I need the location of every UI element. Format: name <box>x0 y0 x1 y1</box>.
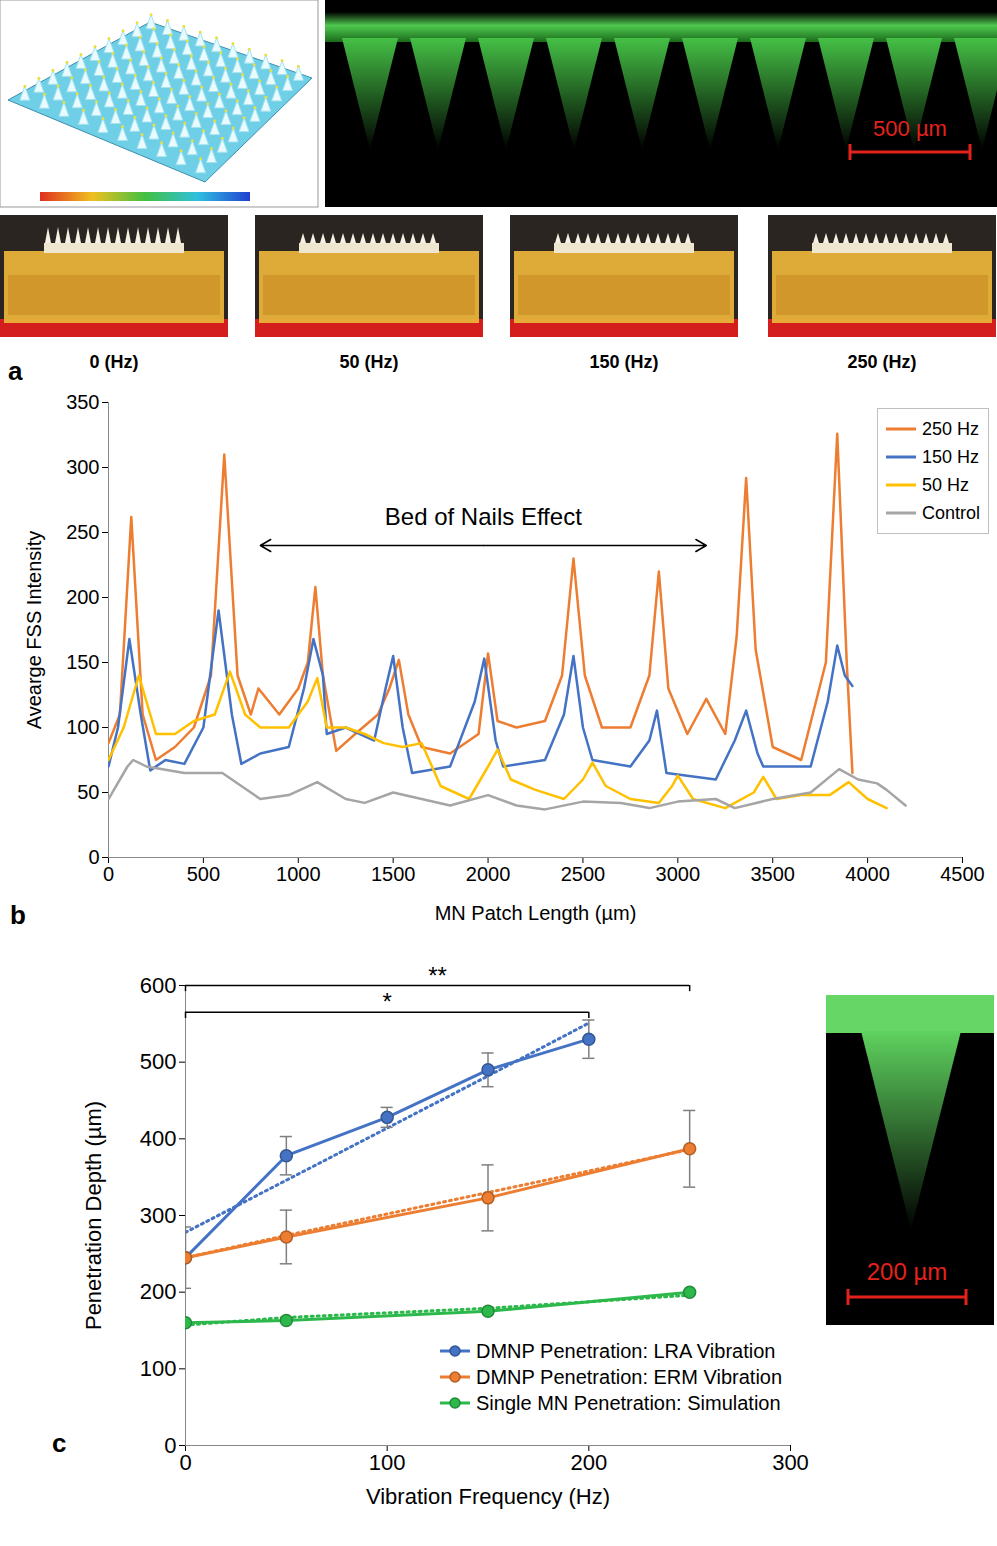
svg-text:3500: 3500 <box>750 863 795 885</box>
svg-text:200: 200 <box>570 1450 607 1475</box>
svg-text:4500: 4500 <box>940 863 985 885</box>
html-text:Control: Control <box>922 502 980 523</box>
svg-text:0: 0 <box>103 863 114 885</box>
svg-text:600: 600 <box>140 973 177 998</box>
svg-text:4000: 4000 <box>845 863 890 885</box>
svg-text:300: 300 <box>66 456 99 478</box>
svg-text:*: * <box>382 988 391 1015</box>
svg-text:200 µm: 200 µm <box>867 1258 948 1285</box>
svg-text:Penetration Depth (µm): Penetration Depth (µm) <box>81 1101 106 1330</box>
svg-text:200: 200 <box>140 1279 177 1304</box>
html-text:250 Hz: 250 Hz <box>922 418 979 439</box>
svg-text:50 (Hz): 50 (Hz) <box>339 352 398 372</box>
svg-text:350: 350 <box>66 391 99 413</box>
svg-text:500: 500 <box>140 1049 177 1074</box>
svg-text:**: ** <box>428 962 447 989</box>
svg-text:500 µm: 500 µm <box>873 116 947 141</box>
html-text:a: a <box>8 356 23 386</box>
svg-text:100: 100 <box>140 1356 177 1381</box>
svg-text:1500: 1500 <box>371 863 416 885</box>
html-text:DMNP Penetration: LRA Vibratio: DMNP Penetration: LRA Vibration <box>476 1339 776 1362</box>
svg-text:250: 250 <box>66 521 99 543</box>
html-text:c: c <box>52 1428 67 1458</box>
svg-text:Avearge FSS Intensity: Avearge FSS Intensity <box>23 531 45 730</box>
html-text:DMNP Penetration: ERM Vibratio: DMNP Penetration: ERM Vibration <box>476 1365 783 1388</box>
svg-text:50: 50 <box>77 781 99 803</box>
svg-text:500: 500 <box>187 863 220 885</box>
svg-text:400: 400 <box>140 1126 177 1151</box>
svg-text:0: 0 <box>179 1450 191 1475</box>
svg-text:150: 150 <box>66 651 99 673</box>
svg-text:300: 300 <box>772 1450 809 1475</box>
svg-text:2500: 2500 <box>561 863 606 885</box>
svg-text:200: 200 <box>66 586 99 608</box>
html-text:Single MN Penetration: Simulat: Single MN Penetration: Simulation <box>476 1391 781 1414</box>
html-text:b: b <box>10 900 26 930</box>
svg-text:100: 100 <box>369 1450 406 1475</box>
svg-text:3000: 3000 <box>656 863 701 885</box>
svg-text:0 (Hz): 0 (Hz) <box>90 352 139 372</box>
svg-text:Bed of Nails Effect: Bed of Nails Effect <box>385 503 582 530</box>
svg-text:2000: 2000 <box>466 863 511 885</box>
html-text:50 Hz: 50 Hz <box>922 474 969 495</box>
svg-text:100: 100 <box>66 716 99 738</box>
svg-text:Vibration Frequency (Hz): Vibration Frequency (Hz) <box>366 1484 610 1509</box>
html-text:150 Hz: 150 Hz <box>922 446 979 467</box>
svg-text:250 (Hz): 250 (Hz) <box>847 352 916 372</box>
svg-text:0: 0 <box>164 1433 176 1458</box>
svg-text:MN Patch Length (µm): MN Patch Length (µm) <box>435 902 637 924</box>
svg-text:150 (Hz): 150 (Hz) <box>589 352 658 372</box>
svg-text:0: 0 <box>88 846 99 868</box>
svg-text:300: 300 <box>140 1203 177 1228</box>
svg-text:1000: 1000 <box>276 863 321 885</box>
